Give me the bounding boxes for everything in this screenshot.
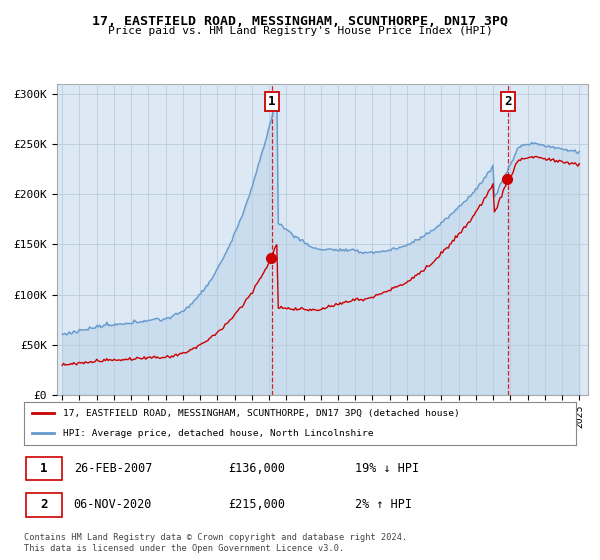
Text: £215,000: £215,000 (228, 498, 285, 511)
Text: Contains HM Land Registry data © Crown copyright and database right 2024.: Contains HM Land Registry data © Crown c… (24, 533, 407, 542)
Text: 1: 1 (268, 95, 275, 108)
Text: 26-FEB-2007: 26-FEB-2007 (74, 462, 152, 475)
FancyBboxPatch shape (26, 456, 62, 480)
Text: 06-NOV-2020: 06-NOV-2020 (74, 498, 152, 511)
Text: This data is licensed under the Open Government Licence v3.0.: This data is licensed under the Open Gov… (24, 544, 344, 553)
Text: 2: 2 (40, 498, 47, 511)
Text: 17, EASTFIELD ROAD, MESSINGHAM, SCUNTHORPE, DN17 3PQ: 17, EASTFIELD ROAD, MESSINGHAM, SCUNTHOR… (92, 15, 508, 28)
Text: £136,000: £136,000 (228, 462, 285, 475)
Text: 19% ↓ HPI: 19% ↓ HPI (355, 462, 419, 475)
Text: 1: 1 (40, 462, 47, 475)
FancyBboxPatch shape (26, 493, 62, 517)
Text: 2% ↑ HPI: 2% ↑ HPI (355, 498, 412, 511)
Text: 17, EASTFIELD ROAD, MESSINGHAM, SCUNTHORPE, DN17 3PQ (detached house): 17, EASTFIELD ROAD, MESSINGHAM, SCUNTHOR… (62, 409, 460, 418)
Text: HPI: Average price, detached house, North Lincolnshire: HPI: Average price, detached house, Nort… (62, 429, 373, 438)
Text: Price paid vs. HM Land Registry's House Price Index (HPI): Price paid vs. HM Land Registry's House … (107, 26, 493, 36)
Text: 2: 2 (504, 95, 512, 108)
